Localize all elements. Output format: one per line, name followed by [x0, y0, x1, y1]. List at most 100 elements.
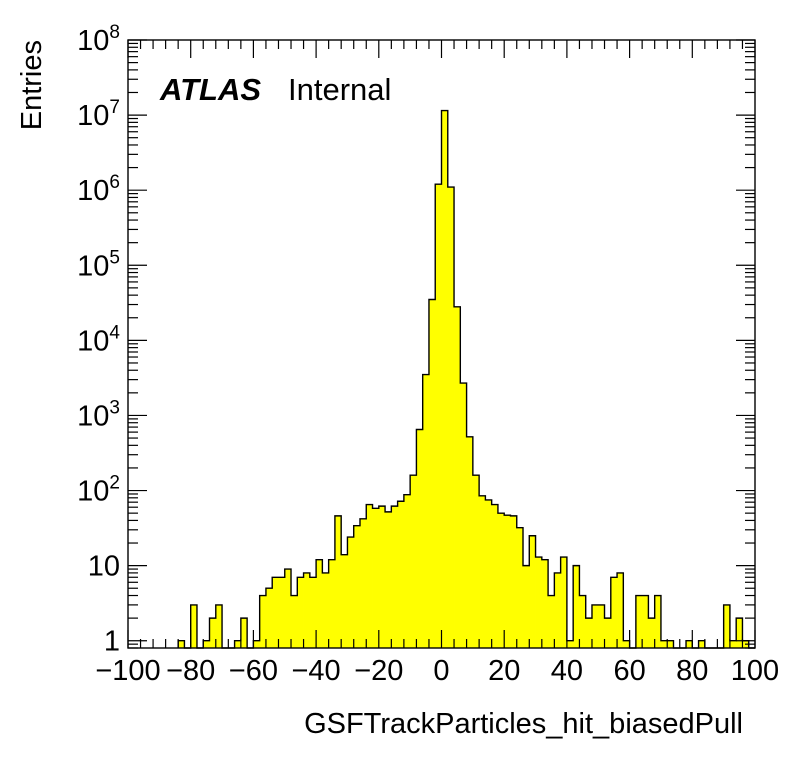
histogram-bin-5: [209, 618, 217, 648]
histogram-bin-50: [491, 504, 499, 648]
histogram-bin-68: [604, 618, 612, 648]
histogram-bin-36: [403, 494, 411, 648]
histogram-bin-25: [334, 515, 342, 648]
y-tick-label: 105: [77, 247, 120, 282]
histogram-bin-78: [667, 640, 674, 648]
histogram-bin-30: [366, 504, 373, 648]
histogram-bin-39: [422, 374, 430, 648]
histogram-bars: [178, 110, 750, 649]
atlas-label: ATLAS: [159, 72, 261, 107]
histogram-bin-18: [291, 595, 298, 648]
y-axis-label: Entries: [16, 40, 48, 130]
histogram-bin-16: [278, 577, 286, 648]
histogram-bin-70: [617, 572, 624, 648]
histogram-bin-2: [190, 604, 198, 648]
histogram-bin-56: [529, 535, 536, 648]
histogram-bin-35: [397, 501, 405, 648]
histogram-bin-26: [341, 554, 348, 648]
histogram-bin-71: [623, 640, 630, 648]
histogram-bin-73: [635, 595, 643, 648]
x-tick-label: −20: [354, 655, 403, 687]
histogram-bin-60: [554, 572, 562, 648]
histogram-bin-17: [284, 569, 292, 648]
histogram-bin-23: [322, 572, 330, 648]
histogram-outline: [177, 109, 755, 649]
x-tick-label: −80: [166, 655, 215, 687]
histogram-bin-38: [416, 429, 424, 648]
histogram-bin-62: [566, 640, 574, 648]
histogram-bin-6: [215, 604, 223, 648]
histogram-bin-15: [272, 577, 279, 648]
y-tick-labels: 1 10 102 103 104 105 106 107 108: [77, 22, 120, 658]
x-tick-label: 40: [551, 655, 583, 687]
histogram-bin-81: [686, 640, 693, 648]
histogram-bin-45: [460, 383, 467, 648]
histogram-bin-69: [610, 577, 618, 648]
y-tick-label: 102: [77, 473, 120, 508]
histogram-bin-66: [591, 604, 599, 648]
histogram-bin-89: [736, 618, 743, 648]
histogram-bin-20: [303, 572, 311, 648]
x-tick-label: −60: [229, 655, 278, 687]
x-tick-label: 20: [488, 655, 520, 687]
x-tick-label: 100: [731, 655, 779, 687]
internal-label: Internal: [288, 72, 391, 107]
histogram-bin-4: [203, 640, 210, 648]
histogram-bin-54: [516, 527, 524, 648]
y-tick-label: 106: [77, 172, 120, 207]
histogram-bin-34: [391, 506, 399, 648]
x-tick-label: 0: [433, 655, 449, 687]
histogram-bin-10: [240, 618, 248, 648]
histogram-bin-59: [548, 595, 555, 648]
histogram-bin-51: [497, 513, 505, 648]
histogram-bin-32: [378, 506, 386, 648]
histogram-bin-0: [178, 640, 185, 648]
y-tick-label: 10: [88, 551, 120, 583]
y-tick-label: 103: [77, 397, 120, 432]
histogram-bin-41: [435, 184, 442, 649]
histogram-bin-52: [504, 515, 511, 648]
histogram-bin-53: [510, 515, 518, 648]
histogram-bin-27: [347, 537, 355, 648]
histogram-bin-19: [297, 577, 304, 648]
histogram-bin-37: [410, 475, 417, 648]
histogram-bin-44: [454, 306, 461, 648]
x-tick-label: −40: [291, 655, 340, 687]
histogram-bin-58: [541, 559, 549, 648]
histogram-bin-31: [372, 508, 380, 648]
y-tick-label: 1: [104, 626, 120, 658]
histogram-bin-42: [441, 110, 449, 649]
histogram-bin-63: [573, 565, 580, 648]
histogram-bin-14: [265, 588, 273, 648]
histogram-bin-87: [723, 604, 731, 648]
histogram-bin-55: [523, 565, 530, 648]
x-tick-label: −100: [95, 655, 160, 687]
histogram-bin-43: [447, 187, 455, 648]
histogram-bin-46: [466, 436, 474, 648]
histogram-bin-28: [353, 525, 361, 648]
x-tick-label: 80: [676, 655, 708, 687]
histogram-bin-67: [598, 604, 605, 648]
histogram-bin-74: [642, 595, 649, 648]
histogram-bin-21: [309, 577, 317, 648]
histogram-bin-57: [535, 557, 543, 648]
histogram-bin-76: [654, 595, 662, 648]
histogram-bin-75: [648, 618, 656, 648]
histogram-bin-40: [428, 299, 436, 648]
histogram-bin-24: [328, 559, 336, 648]
histogram-bin-22: [316, 559, 323, 648]
histogram-bin-88: [729, 640, 737, 648]
histogram-bin-77: [660, 640, 668, 648]
histogram-bin-29: [359, 518, 367, 648]
plot-frame: [127, 39, 756, 649]
y-tick-label: 108: [77, 22, 120, 57]
histogram-bin-33: [385, 511, 392, 648]
histogram-bin-12: [253, 640, 261, 648]
y-tick-label: 107: [77, 97, 120, 132]
x-tick-labels: −100 −80 −60 −40 −20 0 20 40 60 80 100: [95, 655, 779, 687]
histogram-bin-48: [479, 495, 486, 648]
histogram-bin-49: [485, 499, 493, 648]
x-axis-label: GSFTrackParticles_hit_biasedPull: [304, 708, 743, 740]
histogram-bin-83: [698, 640, 706, 648]
